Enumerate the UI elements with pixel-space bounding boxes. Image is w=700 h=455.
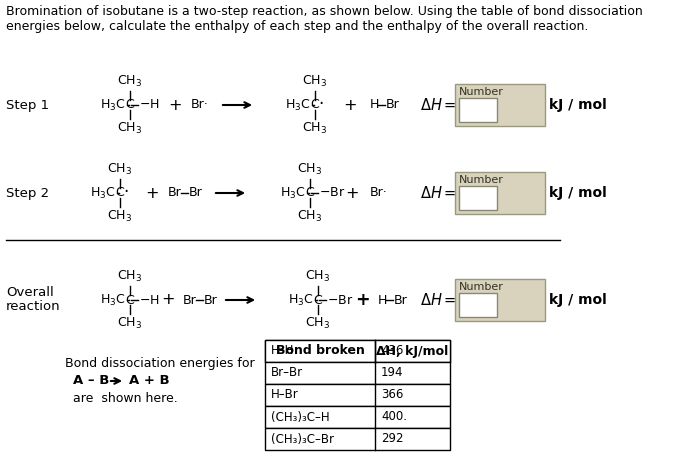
Bar bbox=[459, 293, 497, 317]
Bar bbox=[455, 172, 545, 214]
Text: reaction: reaction bbox=[6, 300, 61, 313]
Text: Br: Br bbox=[204, 293, 218, 307]
Text: C: C bbox=[314, 293, 323, 307]
Text: C: C bbox=[306, 187, 314, 199]
Text: (CH₃)₃C–H: (CH₃)₃C–H bbox=[271, 410, 330, 424]
Text: $-$H: $-$H bbox=[139, 98, 160, 111]
Text: are  shown here.: are shown here. bbox=[73, 391, 178, 404]
Text: H$_3$C: H$_3$C bbox=[90, 186, 116, 201]
Text: 366: 366 bbox=[381, 389, 403, 401]
Bar bbox=[265, 428, 450, 450]
Text: H–Br: H–Br bbox=[271, 389, 299, 401]
Text: kJ / mol: kJ / mol bbox=[549, 293, 607, 307]
Text: C: C bbox=[125, 98, 134, 111]
Text: +: + bbox=[146, 186, 159, 201]
Text: CH$_3$: CH$_3$ bbox=[118, 316, 143, 331]
Text: ·: · bbox=[318, 95, 323, 113]
Text: +: + bbox=[343, 97, 357, 112]
Text: CH$_3$: CH$_3$ bbox=[107, 162, 132, 177]
Bar bbox=[459, 98, 497, 122]
Text: Br–Br: Br–Br bbox=[271, 366, 303, 379]
Text: kJ / mol: kJ / mol bbox=[549, 98, 607, 112]
Text: Number: Number bbox=[459, 87, 504, 97]
Text: (CH₃)₃C–Br: (CH₃)₃C–Br bbox=[271, 433, 334, 445]
Text: CH$_3$: CH$_3$ bbox=[298, 162, 323, 177]
Text: Bromination of isobutane is a two-step reaction, as shown below. Using the table: Bromination of isobutane is a two-step r… bbox=[6, 5, 643, 33]
Text: A + B: A + B bbox=[129, 374, 169, 388]
Text: Br: Br bbox=[183, 293, 197, 307]
Text: Bond dissociation energies for: Bond dissociation energies for bbox=[65, 357, 255, 369]
Text: Br·: Br· bbox=[191, 98, 209, 111]
Text: Number: Number bbox=[459, 175, 504, 185]
Text: A – B: A – B bbox=[73, 374, 109, 388]
Bar bbox=[265, 340, 450, 362]
Bar bbox=[265, 340, 450, 362]
Text: Br: Br bbox=[394, 293, 407, 307]
Bar bbox=[455, 84, 545, 126]
Text: +: + bbox=[355, 291, 370, 309]
Text: 400.: 400. bbox=[381, 410, 407, 424]
Bar bbox=[265, 362, 450, 384]
Text: 436: 436 bbox=[381, 344, 403, 358]
Text: Bond broken: Bond broken bbox=[276, 344, 365, 358]
Text: Br: Br bbox=[168, 187, 182, 199]
Text: Step 1: Step 1 bbox=[6, 98, 49, 111]
Text: kJ / mol: kJ / mol bbox=[549, 186, 607, 200]
Text: $\Delta\mathit{H}=$: $\Delta\mathit{H}=$ bbox=[420, 292, 456, 308]
Text: 292: 292 bbox=[381, 433, 403, 445]
Text: C: C bbox=[116, 187, 125, 199]
Text: $\Delta\mathit{H}=$: $\Delta\mathit{H}=$ bbox=[420, 97, 456, 113]
Text: CH$_3$: CH$_3$ bbox=[107, 209, 132, 224]
Text: +: + bbox=[345, 186, 358, 201]
Text: H$_3$C: H$_3$C bbox=[281, 186, 306, 201]
Text: ·: · bbox=[123, 183, 128, 201]
Text: C: C bbox=[125, 293, 134, 307]
Text: $-$Br: $-$Br bbox=[319, 187, 345, 199]
Text: Number: Number bbox=[459, 282, 504, 292]
Text: CH$_3$: CH$_3$ bbox=[118, 121, 143, 136]
Bar bbox=[265, 384, 450, 406]
Text: ΔH, kJ/mol: ΔH, kJ/mol bbox=[377, 344, 449, 358]
Text: C: C bbox=[311, 98, 319, 111]
Text: H$_3$C: H$_3$C bbox=[100, 293, 126, 308]
Text: CH$_3$: CH$_3$ bbox=[118, 269, 143, 284]
Text: Br: Br bbox=[386, 98, 400, 111]
Text: +: + bbox=[168, 97, 182, 112]
Text: CH$_3$: CH$_3$ bbox=[305, 316, 330, 331]
Text: CH$_3$: CH$_3$ bbox=[118, 74, 143, 89]
Text: CH$_3$: CH$_3$ bbox=[302, 121, 328, 136]
Text: H: H bbox=[378, 293, 387, 307]
Bar bbox=[459, 186, 497, 210]
Text: $\Delta\mathit{H}=$: $\Delta\mathit{H}=$ bbox=[420, 185, 456, 201]
Text: CH$_3$: CH$_3$ bbox=[298, 209, 323, 224]
Text: H–H: H–H bbox=[271, 344, 295, 358]
Text: H$_3$C: H$_3$C bbox=[286, 97, 311, 112]
Text: Br·: Br· bbox=[370, 187, 388, 199]
Text: $-$H: $-$H bbox=[139, 293, 160, 307]
Text: CH$_3$: CH$_3$ bbox=[302, 74, 328, 89]
Text: 194: 194 bbox=[381, 366, 403, 379]
Text: H$_3$C: H$_3$C bbox=[288, 293, 314, 308]
Text: $-$Br: $-$Br bbox=[327, 293, 354, 307]
Text: H$_3$C: H$_3$C bbox=[100, 97, 126, 112]
Bar bbox=[265, 406, 450, 428]
Text: +: + bbox=[161, 293, 175, 308]
Text: Step 2: Step 2 bbox=[6, 187, 49, 199]
Text: Overall: Overall bbox=[6, 287, 54, 299]
Text: CH$_3$: CH$_3$ bbox=[305, 269, 330, 284]
Bar bbox=[455, 279, 545, 321]
Text: H: H bbox=[370, 98, 379, 111]
Text: Br: Br bbox=[189, 187, 203, 199]
